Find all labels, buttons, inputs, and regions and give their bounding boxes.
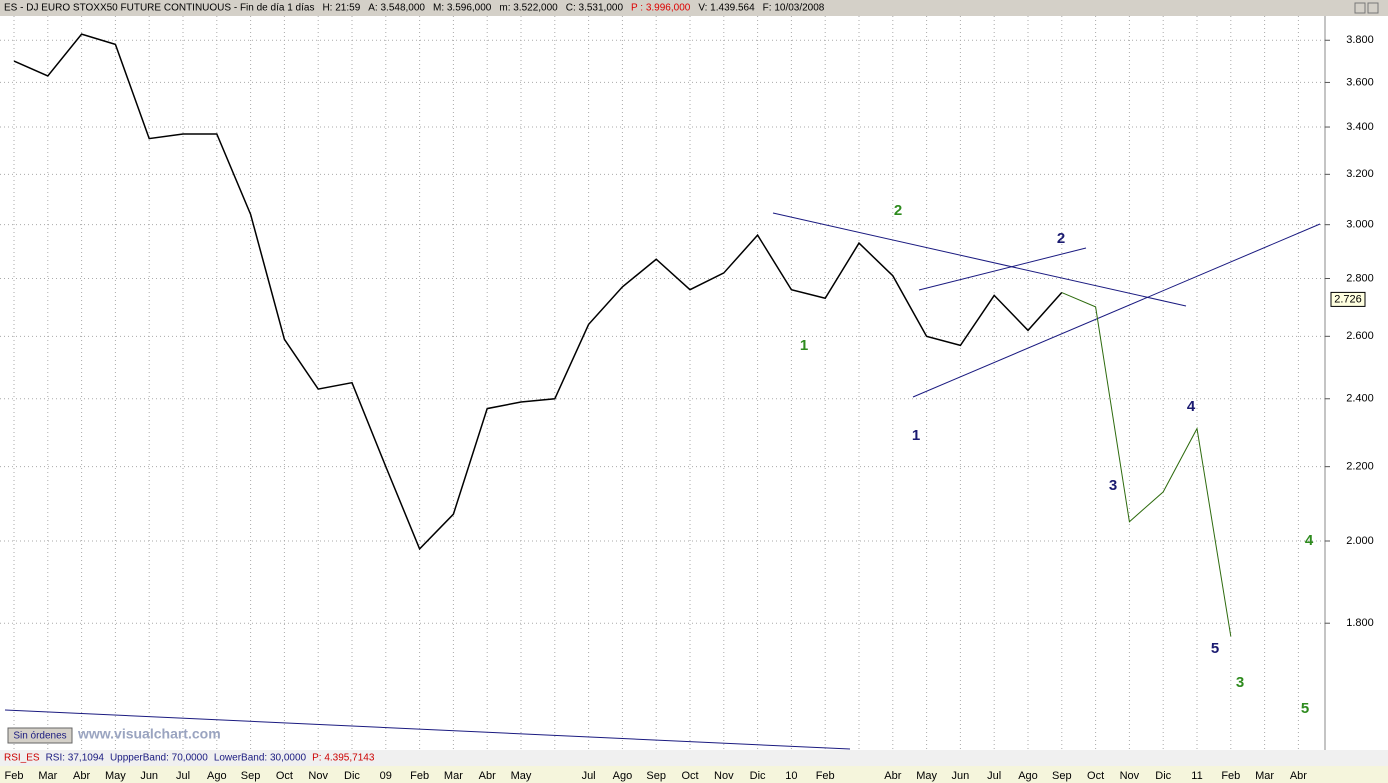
x-tick-label: Jun	[952, 770, 970, 782]
wave-label: 1	[912, 427, 920, 444]
x-tick-label: Abr	[1290, 770, 1307, 782]
x-tick-label: Jul	[987, 770, 1001, 782]
orders-button-label[interactable]: Sin órdenes	[13, 731, 66, 742]
x-tick-label: Abr	[73, 770, 90, 782]
price-line	[13, 33, 1063, 551]
trendline	[772, 212, 1187, 307]
x-tick-label: Jul	[582, 770, 596, 782]
header-field: A: 3.548,000	[368, 3, 425, 14]
header-field: H: 21:59	[322, 3, 360, 14]
x-tick-label: Mar	[1255, 770, 1274, 782]
y-tick-label: 3.600	[1346, 76, 1374, 88]
y-tick-label: 2.400	[1346, 393, 1374, 405]
wave-label: 5	[1211, 640, 1219, 657]
y-tick-label: 2.600	[1346, 330, 1374, 342]
minimize-button[interactable]	[1354, 2, 1366, 14]
y-tick-label: 2.800	[1346, 272, 1374, 284]
x-tick-label: Ago	[613, 770, 633, 782]
x-tick-label: Jun	[140, 770, 158, 782]
orders-button[interactable]	[7, 727, 73, 744]
watermark: www.visualchart.com	[77, 726, 221, 742]
price-line	[1061, 292, 1232, 637]
x-tick-label: Feb	[410, 770, 429, 782]
y-tick-label: 3.000	[1346, 219, 1374, 231]
wave-label: 4	[1305, 532, 1314, 549]
wave-label: 3	[1236, 674, 1244, 691]
indicator-field: RSI: 37,1094	[46, 753, 105, 764]
x-tick-label: Abr	[884, 770, 901, 782]
trendline	[918, 247, 1087, 291]
header-field: C: 3.531,000	[566, 3, 624, 14]
x-tick-label: Nov	[714, 770, 734, 782]
y-tick-label: 1.800	[1346, 617, 1374, 629]
header-field: P : 3.996,000	[631, 3, 691, 14]
x-tick-label: May	[105, 770, 126, 782]
wave-label: 2	[1057, 230, 1065, 247]
x-tick-label: Dic	[344, 770, 360, 782]
wave-label: 3	[1109, 477, 1117, 494]
x-tick-label: Oct	[276, 770, 293, 782]
x-tick-label: Oct	[681, 770, 698, 782]
x-tick-label: Nov	[308, 770, 328, 782]
x-tick-label: 11	[1191, 770, 1202, 782]
last-price-label: 2.726	[1334, 293, 1362, 305]
y-tick-label: 3.400	[1346, 121, 1374, 133]
last-price-box	[1330, 291, 1366, 307]
close-button[interactable]	[1367, 2, 1379, 14]
indicator-bar	[0, 750, 1388, 766]
x-tick-label: Feb	[5, 770, 24, 782]
x-tick-label: Ago	[1018, 770, 1038, 782]
y-tick-label: 2.000	[1346, 535, 1374, 547]
x-tick-label: Feb	[816, 770, 835, 782]
y-tick-label: 2.200	[1346, 461, 1374, 473]
x-tick-label: Mar	[444, 770, 463, 782]
price-axis	[1325, 16, 1388, 750]
wave-label: 1	[800, 337, 808, 354]
header-field: m: 3.522,000	[499, 3, 558, 14]
x-tick-label: 09	[380, 770, 392, 782]
indicator-field: UppperBand: 70,0000	[110, 753, 208, 764]
indicator-field: P: 4.395,7143	[312, 753, 375, 764]
header-field: M: 3.596,000	[433, 3, 492, 14]
x-tick-label: Feb	[1221, 770, 1240, 782]
x-tick-label: May	[916, 770, 937, 782]
y-tick-label: 3.200	[1346, 168, 1374, 180]
rsi-trendline	[4, 709, 851, 750]
x-tick-label: Ago	[207, 770, 227, 782]
x-tick-label: May	[511, 770, 532, 782]
indicator-name: RSI_ES	[4, 753, 40, 764]
wave-label: 4	[1187, 398, 1196, 415]
x-tick-label: Sep	[646, 770, 666, 782]
wave-label: 5	[1301, 700, 1309, 717]
trendline	[912, 223, 1321, 398]
header-field: V: 1.439.564	[698, 3, 755, 14]
header-symbol: ES - DJ EURO STOXX50 FUTURE CONTINUOUS -…	[4, 3, 314, 14]
x-tick-label: Abr	[479, 770, 496, 782]
x-tick-label: Sep	[1052, 770, 1072, 782]
x-tick-label: Dic	[1155, 770, 1171, 782]
x-tick-label: Dic	[750, 770, 766, 782]
x-tick-label: Sep	[241, 770, 261, 782]
wave-label: 2	[894, 202, 902, 219]
x-tick-label: Jul	[176, 770, 190, 782]
x-tick-label: Nov	[1120, 770, 1140, 782]
x-tick-label: Oct	[1087, 770, 1104, 782]
x-axis-bar	[0, 766, 1388, 783]
y-tick-label: 3.800	[1346, 34, 1374, 46]
x-tick-label: 10	[785, 770, 797, 782]
indicator-field: LowerBand: 30,0000	[214, 753, 307, 764]
header-bar	[0, 0, 1388, 16]
x-tick-label: Mar	[38, 770, 57, 782]
header-field: F: 10/03/2008	[763, 3, 825, 14]
